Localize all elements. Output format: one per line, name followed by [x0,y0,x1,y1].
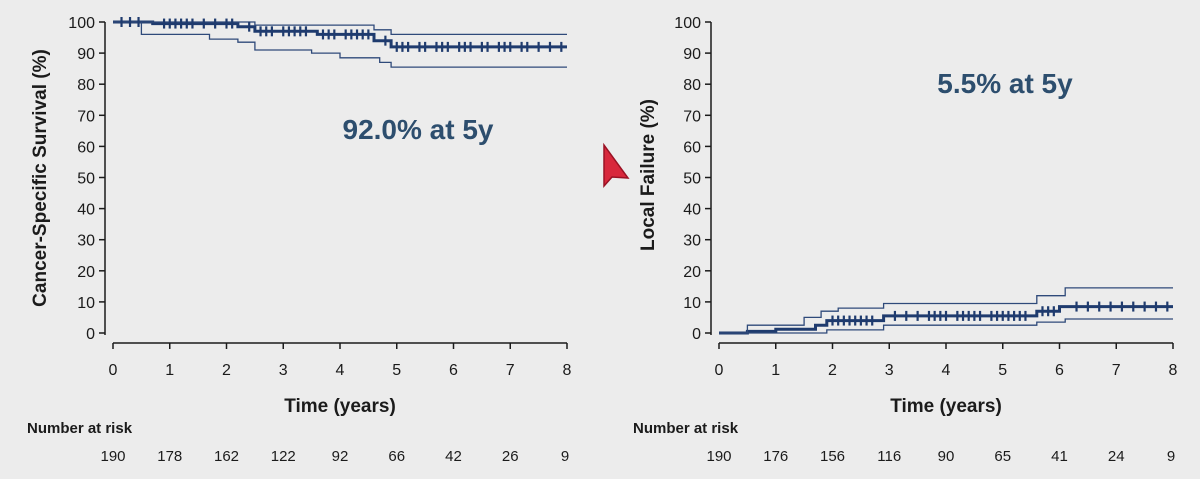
y-tick-label: 0 [692,326,701,343]
x-tick-label: 8 [563,362,572,379]
y-tick-label: 100 [674,15,701,32]
risk-count: 41 [1051,448,1068,465]
red-pointer-arrow-icon [603,142,630,188]
y-tick-label: 30 [683,233,701,250]
y-tick-label: 60 [77,139,95,156]
risk-count: 26 [502,448,519,465]
y-tick-label: 60 [683,139,701,156]
risk-count: 66 [388,448,405,465]
x-tick-label: 5 [392,362,401,379]
x-tick-label: 8 [1169,362,1178,379]
risk-count: 178 [157,448,182,465]
x-tick-label: 6 [449,362,458,379]
y-tick-label: 20 [77,264,95,281]
x-tick-label: 6 [1055,362,1064,379]
y-tick-label: 70 [683,108,701,125]
y-tick-label: 20 [683,264,701,281]
x-tick-label: 4 [942,362,951,379]
x-tick-label: 7 [506,362,515,379]
risk-count: 162 [214,448,239,465]
ci-upper-line [113,21,567,36]
risk-count: 122 [271,448,296,465]
y-tick-label: 30 [77,233,95,250]
x-tick-label: 0 [715,362,724,379]
y-tick-label: 80 [683,77,701,94]
risk-count: 9 [1167,448,1175,465]
y-tick-label: 40 [77,202,95,219]
ci-lower-line [719,318,1173,334]
risk-count: 190 [100,448,125,465]
risk-count: 190 [706,448,731,465]
risk-table-title: Number at risk [27,420,133,437]
x-tick-label: 7 [1112,362,1121,379]
chart-annotation: 5.5% at 5y [937,68,1073,99]
x-axis-title: Time (years) [284,396,396,417]
risk-count: 9 [561,448,569,465]
x-tick-label: 1 [771,362,780,379]
risk-count: 176 [763,448,788,465]
risk-count: 24 [1108,448,1125,465]
x-tick-label: 2 [222,362,231,379]
x-tick-label: 4 [336,362,345,379]
risk-count: 90 [938,448,955,465]
y-axis-title: Cancer-Specific Survival (%) [30,49,51,307]
risk-count: 156 [820,448,845,465]
y-tick-label: 10 [77,295,95,312]
y-tick-label: 10 [683,295,701,312]
y-tick-label: 90 [77,46,95,63]
x-tick-label: 5 [998,362,1007,379]
x-tick-label: 3 [279,362,288,379]
risk-table-title: Number at risk [633,420,739,437]
y-tick-label: 90 [683,46,701,63]
risk-count: 42 [445,448,462,465]
ci-lower-line [113,21,567,68]
risk-count: 92 [332,448,349,465]
y-tick-label: 70 [77,108,95,125]
risk-count: 116 [877,448,901,465]
x-tick-label: 0 [109,362,118,379]
y-tick-label: 0 [86,326,95,343]
chart-annotation: 92.0% at 5y [343,114,494,145]
x-tick-label: 3 [885,362,894,379]
y-tick-label: 100 [68,15,95,32]
y-tick-label: 40 [683,202,701,219]
ci-upper-line [719,287,1173,334]
x-tick-label: 2 [828,362,837,379]
risk-count: 65 [994,448,1011,465]
x-axis-title: Time (years) [890,396,1002,417]
y-tick-label: 50 [683,171,701,188]
y-tick-label: 80 [77,77,95,94]
x-tick-label: 1 [165,362,174,379]
y-tick-label: 50 [77,171,95,188]
y-axis-title: Local Failure (%) [638,99,659,251]
km-estimate-line [113,20,567,49]
